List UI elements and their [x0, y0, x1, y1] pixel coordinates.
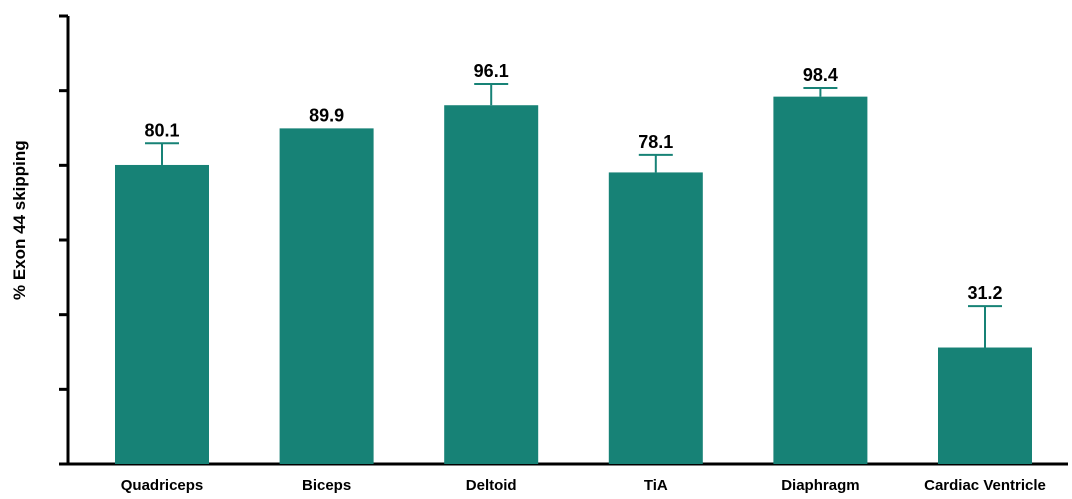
value-label: 89.9 [309, 105, 344, 125]
value-label: 96.1 [474, 61, 509, 81]
category-label: Quadriceps [121, 477, 204, 494]
bar [773, 96, 868, 464]
value-label: 31.2 [967, 283, 1002, 303]
category-label: Cardiac Ventricle [924, 477, 1046, 494]
value-label: 78.1 [638, 132, 673, 152]
category-label: Biceps [302, 477, 351, 494]
y-axis-label: % Exon 44 skipping [10, 140, 29, 300]
bar [938, 347, 1032, 464]
value-labels: 80.1 89.9 96.1 78.1 98.4 31.2 [144, 61, 1002, 303]
y-axis [59, 14, 70, 466]
value-label: 98.4 [803, 65, 838, 85]
bar [115, 164, 209, 464]
bar [608, 172, 703, 464]
category-label: Deltoid [466, 477, 517, 494]
bar [279, 128, 374, 464]
bars [115, 96, 1032, 464]
category-labels: Quadriceps Biceps Deltoid TiA Diaphragm Cardi… [121, 477, 1046, 494]
category-label: Diaphragm [781, 477, 859, 494]
bar [444, 105, 539, 464]
value-label: 80.1 [144, 120, 179, 140]
category-label: TiA [644, 477, 668, 494]
error-bars [145, 82, 1002, 348]
